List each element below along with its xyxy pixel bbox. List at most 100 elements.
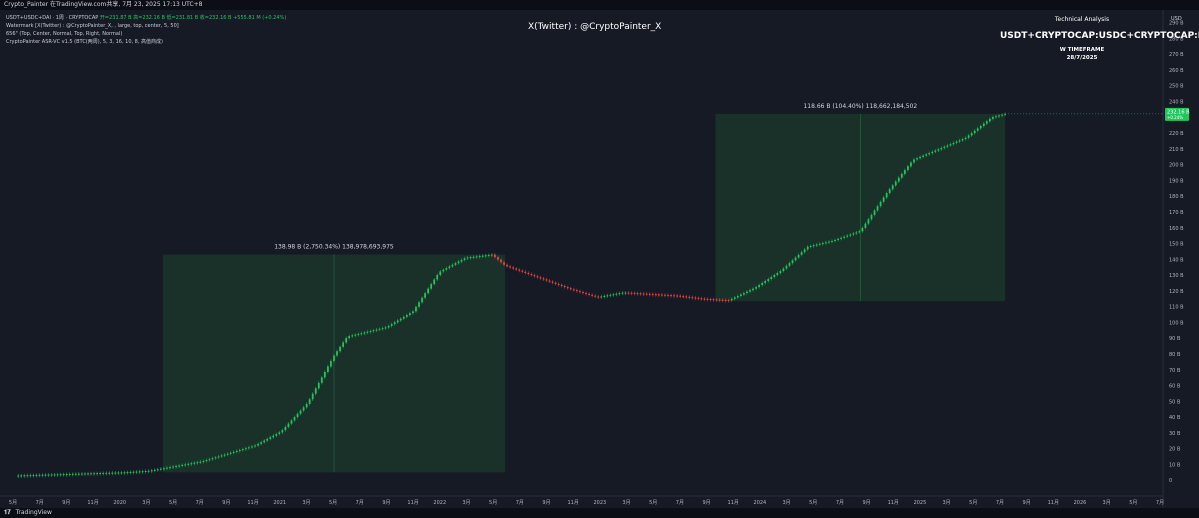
candle-body [995, 116, 997, 118]
price-tick-label: 190 B [1169, 178, 1184, 184]
candle-body [621, 292, 624, 294]
candle-body [481, 255, 484, 257]
candle-body [296, 413, 299, 418]
candle-body [806, 246, 809, 250]
candle-body [879, 201, 882, 207]
candle-body [661, 294, 663, 296]
price-chart[interactable]: 0 10 B 20 B 30 B 40 B 50 B 60 B 70 B 80 B 90 B 100… [0, 10, 1199, 508]
candle-body [44, 474, 47, 476]
price-axis-unit: USD [1171, 16, 1182, 22]
candle-body [402, 316, 405, 319]
candle-body [62, 474, 65, 476]
candle-body [682, 296, 685, 298]
candle-body [323, 371, 326, 378]
candle-body [551, 281, 554, 283]
candle-body [688, 296, 691, 298]
analysis-date: 28/7/2025 [1066, 55, 1098, 61]
candle-body [803, 249, 806, 253]
time-tick-label: 9月 [702, 500, 710, 506]
candle-body [442, 269, 445, 272]
candle-body [952, 142, 955, 145]
candle-body [815, 244, 818, 246]
last-price-label: 232.16 B [1167, 109, 1190, 115]
candle-body [241, 449, 244, 451]
candle-body [891, 185, 894, 190]
candle-body [87, 473, 89, 475]
candle-body [17, 475, 20, 477]
candle-body [135, 471, 138, 473]
candle-body [427, 288, 430, 294]
tradingview-logo-icon[interactable]: 𝟏𝟕 [4, 509, 11, 516]
price-tick-label: 140 B [1169, 257, 1184, 263]
candle-body [733, 297, 736, 299]
chart-area[interactable]: 0 10 B 20 B 30 B 40 B 50 B 60 B 70 B 80 B 90 B 100… [0, 10, 1199, 508]
time-tick-label: 9月 [1023, 500, 1031, 506]
candle-body [184, 464, 187, 466]
price-tick-label: 30 B [1169, 431, 1181, 437]
candle-body [372, 330, 375, 332]
candle-body [685, 296, 688, 298]
candle-body [159, 468, 162, 470]
candle-body [478, 256, 481, 258]
candle-body [773, 275, 776, 278]
time-tick-label: 2021 [273, 500, 286, 506]
candle-body [193, 462, 196, 464]
candle-body [727, 300, 730, 302]
candle-body [736, 295, 739, 298]
candle-body [484, 255, 487, 257]
candle-body [840, 237, 843, 239]
candle-body [642, 293, 645, 295]
time-tick-label: 7月 [196, 500, 204, 506]
time-tick-label: 9月 [542, 500, 550, 506]
candle-body [758, 285, 761, 288]
candle-body [53, 474, 56, 476]
time-tick-label: 3月 [142, 500, 150, 506]
candle-body [251, 446, 253, 448]
candle-body [998, 115, 1000, 117]
time-tick-label: 3月 [302, 500, 310, 506]
candle-body [897, 177, 900, 182]
price-tick-label: 260 B [1169, 68, 1184, 74]
candle-body [627, 292, 630, 294]
chart-watermark: X(Twitter) : @CryptoPainter_X [528, 22, 662, 32]
price-tick-label: 250 B [1169, 84, 1184, 90]
legend-style[interactable]: 656" (Top, Center, Normal, Top, Right, N… [6, 31, 123, 37]
candle-body [958, 140, 961, 142]
candle-body [715, 299, 718, 301]
candle-body [93, 473, 95, 475]
candle-body [776, 273, 779, 276]
candle-body [460, 259, 463, 262]
time-tick-label: 2026 [1074, 500, 1087, 506]
candle-body [299, 410, 302, 414]
candle-body [302, 407, 305, 411]
candle-body [676, 295, 679, 297]
candle-body [633, 292, 636, 294]
footer-brand[interactable]: TradingView [15, 509, 52, 516]
legend-indicator[interactable]: CryptoPainter ASR-VC v1.5 (BTC(两周), 5, 3… [6, 39, 163, 45]
price-tick-label: 160 B [1169, 226, 1184, 232]
price-tick-label: 40 B [1169, 415, 1181, 421]
candle-body [651, 294, 654, 296]
legend-symbol-row[interactable]: USDT+USDC+DAI · 1周 · CRYPTOCAP 开=231.87 … [6, 14, 286, 22]
candle-body [232, 451, 235, 453]
candle-body [223, 454, 226, 456]
candle-body [964, 137, 967, 140]
candle-body [415, 306, 417, 312]
candle-body [469, 257, 472, 259]
candle-body [700, 298, 703, 300]
candle-body [706, 298, 709, 300]
candle-body [275, 434, 278, 436]
candle-body [126, 472, 129, 474]
candle-body [654, 294, 657, 296]
legend-watermark[interactable]: Watermark [X(Twitter) : @CryptoPainter_X… [6, 23, 179, 29]
candle-body [512, 267, 515, 269]
candle-body [220, 455, 223, 457]
candle-body [949, 144, 952, 146]
candle-body [393, 322, 396, 325]
candle-body [50, 474, 53, 476]
candle-body [855, 232, 858, 234]
candle-body [217, 456, 220, 458]
time-tick-label: 3月 [622, 500, 630, 506]
candle-body [342, 342, 344, 347]
candle-body [858, 231, 861, 233]
